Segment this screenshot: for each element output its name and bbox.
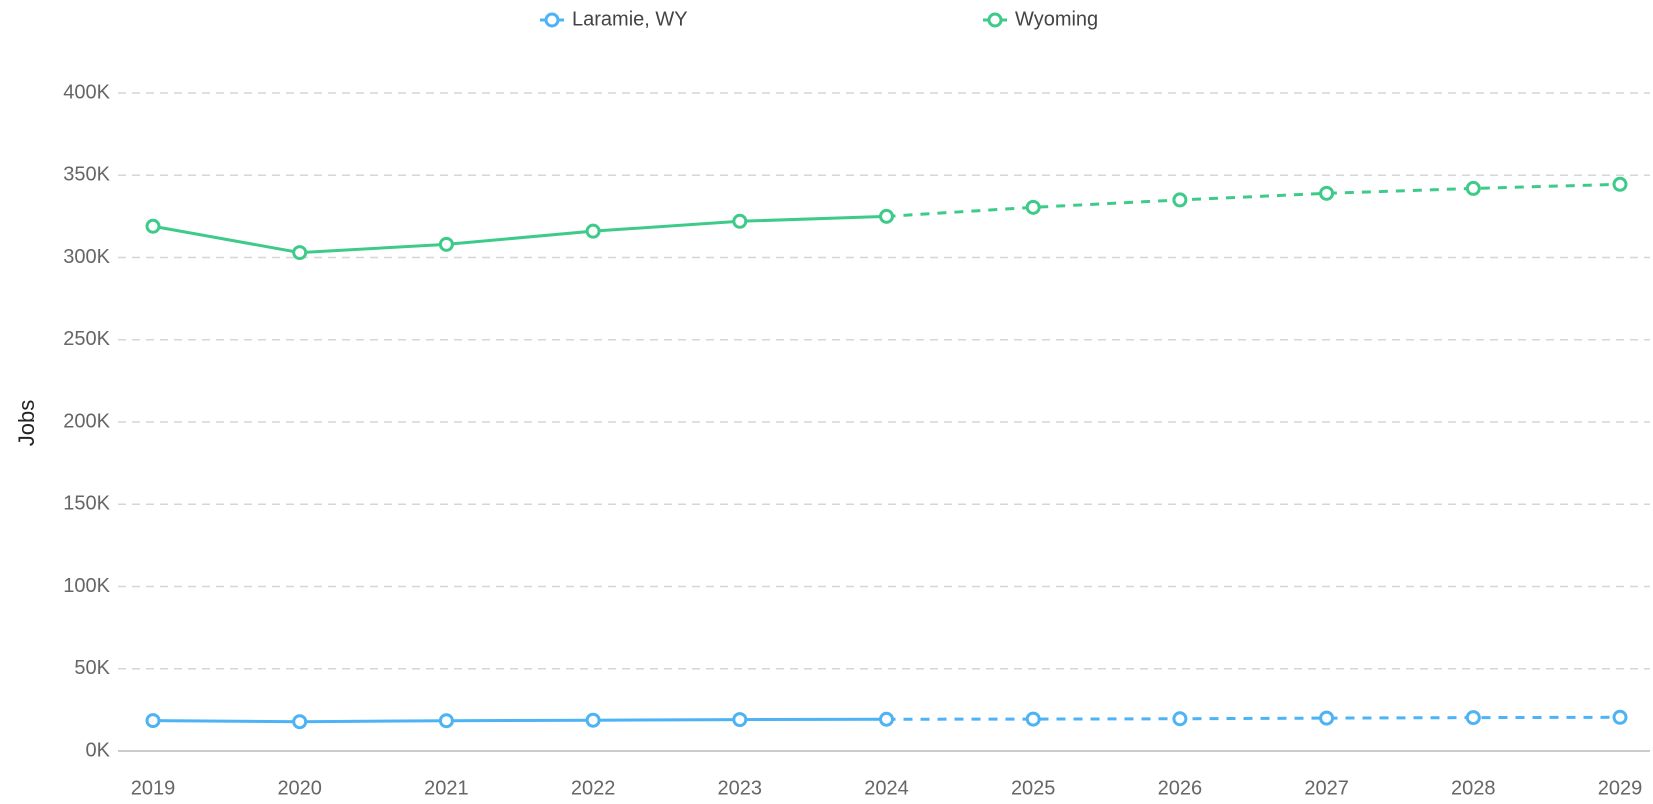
y-tick-label: 50K (74, 657, 110, 679)
point (1612, 176, 1628, 192)
y-tick-label: 200K (63, 410, 110, 432)
x-tick-label: 2022 (571, 777, 616, 799)
point (1319, 185, 1335, 201)
point (732, 712, 748, 728)
point (1172, 711, 1188, 727)
line-projected (886, 715, 1621, 721)
y-tick-label: 150K (63, 493, 110, 515)
point (1612, 709, 1628, 725)
point (292, 245, 308, 261)
point (1465, 180, 1481, 196)
line-actual (152, 717, 887, 724)
point (292, 714, 308, 730)
y-tick-label: 350K (63, 164, 110, 186)
x-tick-label: 2029 (1598, 777, 1643, 799)
point (1172, 192, 1188, 208)
point (145, 218, 161, 234)
legend-label: Wyoming (1015, 8, 1098, 30)
y-tick-label: 0K (86, 739, 111, 761)
x-tick-label: 2028 (1451, 777, 1496, 799)
y-tick-label: 250K (63, 328, 110, 350)
point (1319, 710, 1335, 726)
legend-marker (544, 12, 560, 28)
point (585, 223, 601, 239)
point (1025, 199, 1041, 215)
x-tick-label: 2027 (1304, 777, 1349, 799)
x-tick-label: 2020 (277, 777, 322, 799)
x-tick-label: 2023 (718, 777, 763, 799)
y-tick-label: 300K (63, 246, 110, 268)
point (585, 712, 601, 728)
line-actual (152, 214, 887, 255)
point (438, 713, 454, 729)
x-tick-label: 2026 (1158, 777, 1203, 799)
point (1465, 710, 1481, 726)
legend-label: Laramie, WY (572, 8, 688, 30)
x-tick-label: 2025 (1011, 777, 1056, 799)
legend-marker (987, 12, 1003, 28)
x-tick-label: 2019 (131, 777, 176, 799)
point (879, 711, 894, 727)
line-projected (886, 182, 1621, 218)
point (1025, 711, 1041, 727)
x-tick-label: 2024 (864, 777, 909, 799)
y-axis-label: Jobs (14, 400, 39, 446)
y-tick-label: 400K (63, 81, 110, 103)
point (438, 236, 454, 252)
point (879, 208, 894, 224)
y-tick-label: 100K (63, 575, 110, 597)
point (145, 713, 161, 729)
x-tick-label: 2021 (424, 777, 469, 799)
point (732, 213, 748, 229)
